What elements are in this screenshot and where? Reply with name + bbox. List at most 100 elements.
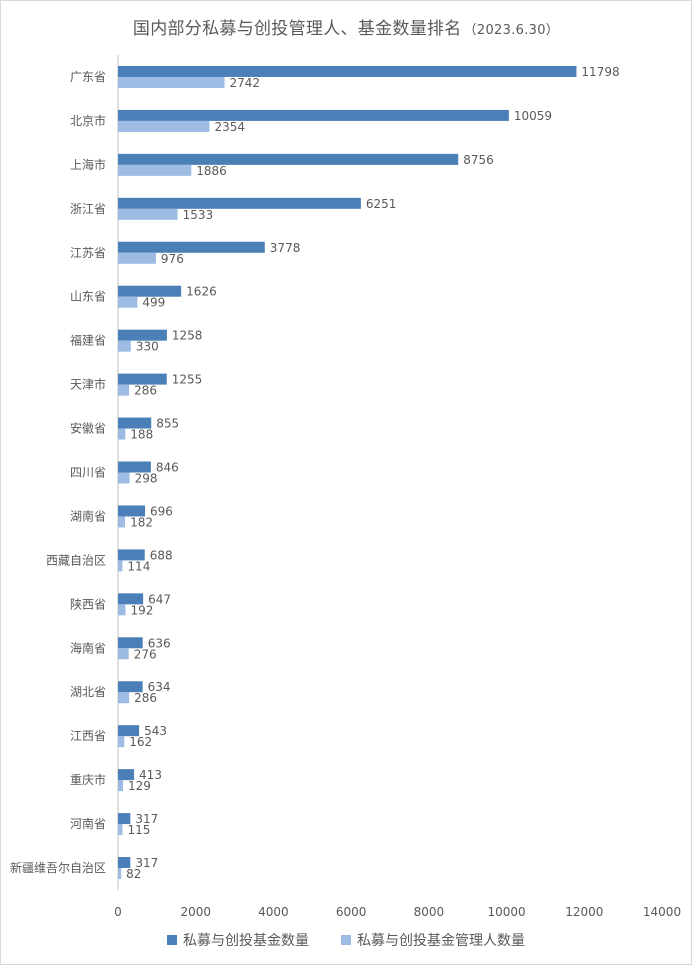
data-label-series-1: 1258 [172, 329, 203, 343]
category-label: 四川省 [70, 466, 106, 480]
data-label-series-1: 696 [150, 504, 173, 518]
legend-swatch-series-2 [341, 935, 351, 945]
category-label: 浙江省 [70, 202, 106, 216]
category-label: 湖南省 [70, 508, 106, 523]
bar-series-2 [118, 472, 130, 484]
chart-legend: 私募与创投基金数量 私募与创投基金管理人数量 [0, 930, 692, 950]
data-label-series-2: 182 [130, 515, 153, 529]
category-label: 西藏自治区 [46, 553, 106, 567]
data-label-series-1: 8756 [463, 153, 494, 167]
bar-series-1 [118, 65, 577, 77]
bar-series-1 [118, 637, 143, 649]
bar-series-2 [118, 736, 125, 748]
bar-series-2 [118, 648, 129, 660]
bar-series-2 [118, 296, 138, 308]
data-label-series-2: 499 [142, 296, 165, 310]
bar-series-2 [118, 560, 123, 572]
category-label: 江苏省 [70, 246, 106, 260]
data-label-series-1: 855 [156, 417, 179, 431]
category-label: 福建省 [70, 333, 106, 348]
x-tick-label: 10000 [487, 905, 525, 919]
category-label: 湖北省 [70, 684, 106, 699]
category-label: 安徽省 [70, 421, 106, 436]
bar-series-2 [118, 516, 126, 528]
bar-series-2 [118, 692, 130, 704]
bar-series-2 [118, 252, 156, 264]
bar-series-2 [118, 208, 178, 220]
category-label: 天津市 [70, 377, 106, 392]
data-label-series-2: 1533 [183, 208, 214, 222]
bar-series-1 [118, 593, 144, 605]
legend-item-series-2: 私募与创投基金管理人数量 [341, 930, 525, 950]
data-label-series-1: 688 [150, 548, 173, 562]
category-label: 新疆维吾尔自治区 [10, 860, 106, 875]
bar-series-1 [118, 769, 135, 781]
data-label-series-2: 2354 [214, 120, 245, 134]
bar-series-2 [118, 780, 124, 792]
data-label-series-2: 976 [161, 252, 184, 266]
category-label: 北京市 [70, 113, 106, 128]
data-label-series-1: 1255 [172, 373, 203, 387]
bar-series-1 [118, 857, 131, 869]
data-label-series-2: 2742 [230, 76, 261, 90]
data-label-series-1: 11798 [581, 65, 619, 79]
data-label-series-1: 10059 [514, 109, 552, 123]
bar-series-2 [118, 824, 123, 836]
bar-series-2 [118, 868, 122, 880]
data-label-series-1: 317 [135, 812, 158, 826]
category-label: 陕西省 [70, 596, 106, 611]
data-label-series-1: 3778 [270, 241, 301, 255]
bar-series-1 [118, 725, 140, 737]
bar-series-1 [118, 109, 509, 121]
x-tick-label: 0 [114, 905, 122, 919]
data-label-series-1: 543 [144, 724, 167, 738]
data-label-series-2: 82 [126, 867, 141, 881]
bar-series-1 [118, 241, 265, 253]
bar-series-2 [118, 428, 126, 440]
legend-label-series-2: 私募与创投基金管理人数量 [357, 933, 525, 949]
bar-series-2 [118, 340, 131, 352]
data-label-series-1: 636 [148, 636, 171, 650]
chart-subtitle: （2023.6.30） [463, 23, 560, 38]
bar-series-1 [118, 197, 361, 209]
data-label-series-1: 647 [148, 592, 171, 606]
data-label-series-1: 1626 [186, 285, 217, 299]
category-label: 河南省 [70, 816, 106, 831]
bar-series-1 [118, 153, 459, 165]
bar-series-1 [118, 285, 182, 297]
data-label-series-2: 192 [130, 603, 153, 617]
data-label-series-1: 634 [148, 680, 171, 694]
bar-series-2 [118, 76, 225, 88]
chart-title: 国内部分私募与创投管理人、基金数量排名 （2023.6.30） [0, 14, 692, 39]
bar-series-2 [118, 384, 130, 396]
data-label-series-1: 317 [135, 856, 158, 870]
x-tick-label: 12000 [565, 905, 603, 919]
data-label-series-2: 330 [136, 340, 159, 354]
bar-series-1 [118, 417, 152, 429]
bar-series-1 [118, 329, 167, 341]
bar-series-2 [118, 164, 192, 176]
bar-series-1 [118, 549, 145, 561]
bar-series-1 [118, 681, 143, 693]
bar-series-1 [118, 505, 146, 517]
bar-series-2 [118, 604, 126, 616]
data-label-series-2: 115 [127, 823, 150, 837]
data-label-series-1: 846 [156, 461, 179, 475]
x-tick-label: 8000 [414, 905, 445, 919]
data-label-series-2: 114 [127, 559, 150, 573]
x-tick-label: 2000 [180, 905, 211, 919]
category-label: 山东省 [70, 290, 106, 304]
data-label-series-2: 276 [134, 647, 157, 661]
legend-swatch-series-1 [167, 935, 177, 945]
chart-title-main: 国内部分私募与创投管理人、基金数量排名 [132, 19, 462, 39]
bar-series-1 [118, 813, 131, 825]
bar-series-1 [118, 461, 151, 473]
category-label: 江西省 [70, 729, 106, 743]
category-label: 重庆市 [70, 772, 106, 787]
x-tick-label: 6000 [336, 905, 367, 919]
x-tick-label: 14000 [643, 905, 681, 919]
legend-item-series-1: 私募与创投基金数量 [167, 930, 309, 950]
data-label-series-2: 286 [134, 384, 157, 398]
data-label-series-1: 6251 [366, 197, 397, 211]
